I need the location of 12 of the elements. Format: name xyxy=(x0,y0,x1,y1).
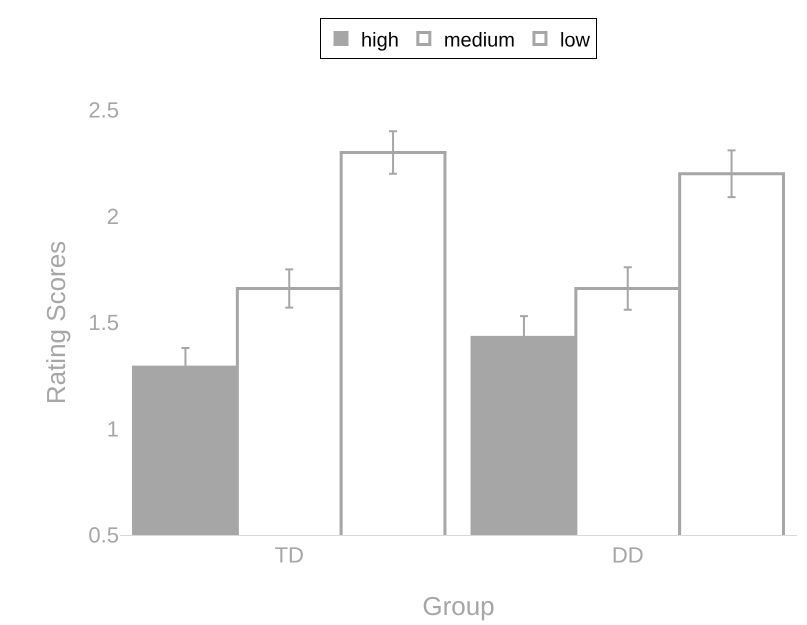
y-tick-label: 1.5 xyxy=(88,310,119,336)
legend-label: high xyxy=(361,29,399,52)
legend-label: low xyxy=(560,29,591,52)
legend-label: medium xyxy=(444,29,515,52)
x-tick-label: TD xyxy=(274,542,304,568)
y-tick-label: 1 xyxy=(106,416,119,442)
y-tick-label: 0.5 xyxy=(88,522,119,548)
y-axis-title: Rating Scores xyxy=(40,240,71,404)
x-tick-label: DD xyxy=(612,542,644,568)
y-tick-label: 2 xyxy=(106,204,119,229)
x-axis-title: Group xyxy=(422,591,495,622)
y-tick-label: 2.5 xyxy=(88,98,119,123)
